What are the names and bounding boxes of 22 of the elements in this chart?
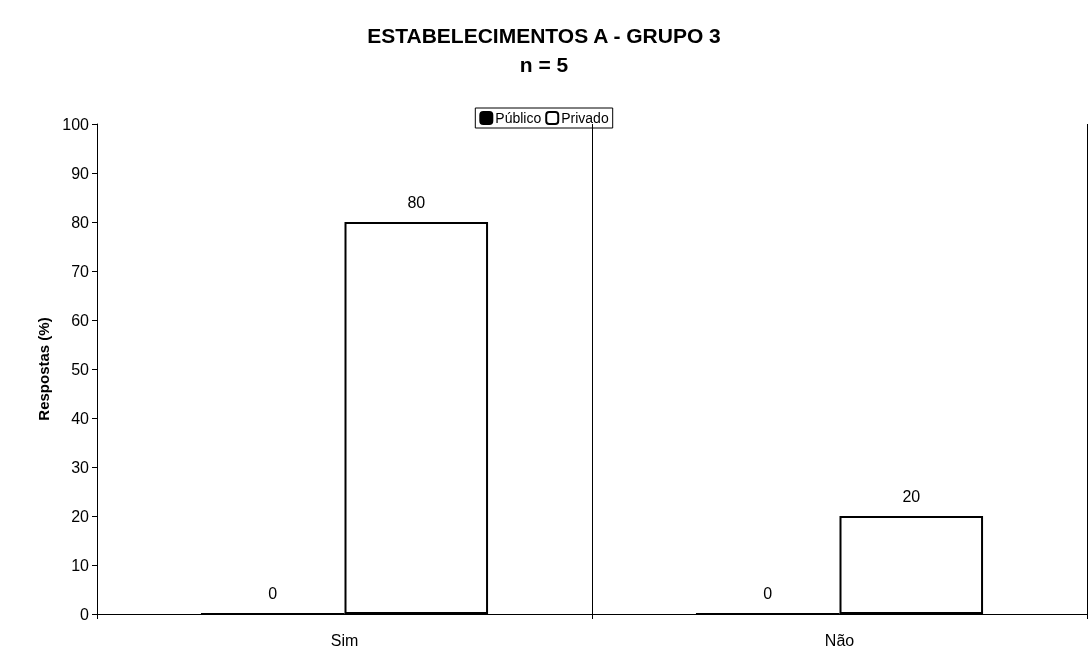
x-tick-label: Não bbox=[824, 631, 855, 649]
chart-subtitle: n = 5 bbox=[519, 53, 569, 76]
y-tick-label: 30 bbox=[71, 458, 90, 476]
data-label: 0 bbox=[763, 584, 773, 602]
y-tick-label: 50 bbox=[71, 360, 90, 378]
y-tick-label: 70 bbox=[71, 262, 90, 280]
data-label: 0 bbox=[268, 584, 278, 602]
y-tick-label: 40 bbox=[71, 409, 90, 427]
y-tick-label: 60 bbox=[71, 311, 90, 329]
data-label: 80 bbox=[407, 193, 426, 211]
y-tick-label: 0 bbox=[80, 605, 90, 623]
y-tick-label: 100 bbox=[62, 115, 90, 133]
legend-label: Público bbox=[495, 110, 542, 126]
x-tick-label: Sim bbox=[330, 631, 359, 649]
y-tick-label: 90 bbox=[71, 164, 90, 182]
legend-label: Privado bbox=[561, 110, 609, 126]
y-axis-title: Respostas (%) bbox=[35, 317, 53, 421]
chart-title: ESTABELECIMENTOS A - GRUPO 3 bbox=[367, 24, 721, 47]
y-tick-label: 80 bbox=[71, 213, 90, 231]
data-label: 20 bbox=[902, 487, 921, 505]
y-tick-label: 20 bbox=[71, 507, 90, 525]
y-tick-label: 10 bbox=[71, 556, 90, 574]
